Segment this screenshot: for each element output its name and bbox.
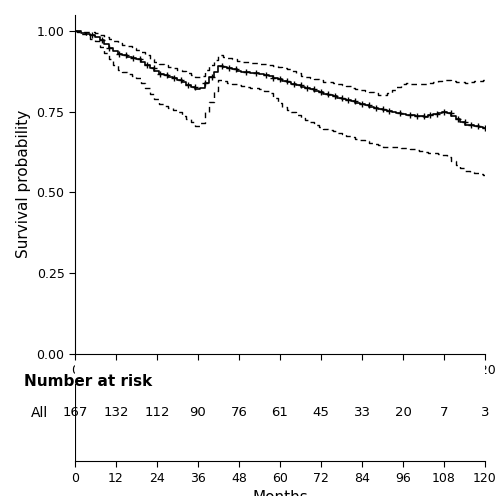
X-axis label: Months: Months bbox=[252, 490, 308, 496]
Text: 132: 132 bbox=[104, 406, 129, 420]
Y-axis label: Survival probability: Survival probability bbox=[16, 110, 31, 258]
Text: 76: 76 bbox=[230, 406, 248, 420]
Text: 90: 90 bbox=[190, 406, 206, 420]
Text: 61: 61 bbox=[272, 406, 288, 420]
Text: Number at risk: Number at risk bbox=[24, 374, 152, 389]
Text: 45: 45 bbox=[312, 406, 330, 420]
Text: 20: 20 bbox=[394, 406, 411, 420]
Text: 112: 112 bbox=[144, 406, 170, 420]
Text: All: All bbox=[30, 406, 48, 420]
Text: 3: 3 bbox=[481, 406, 489, 420]
Text: 7: 7 bbox=[440, 406, 448, 420]
Text: 33: 33 bbox=[354, 406, 370, 420]
Text: 167: 167 bbox=[62, 406, 88, 420]
